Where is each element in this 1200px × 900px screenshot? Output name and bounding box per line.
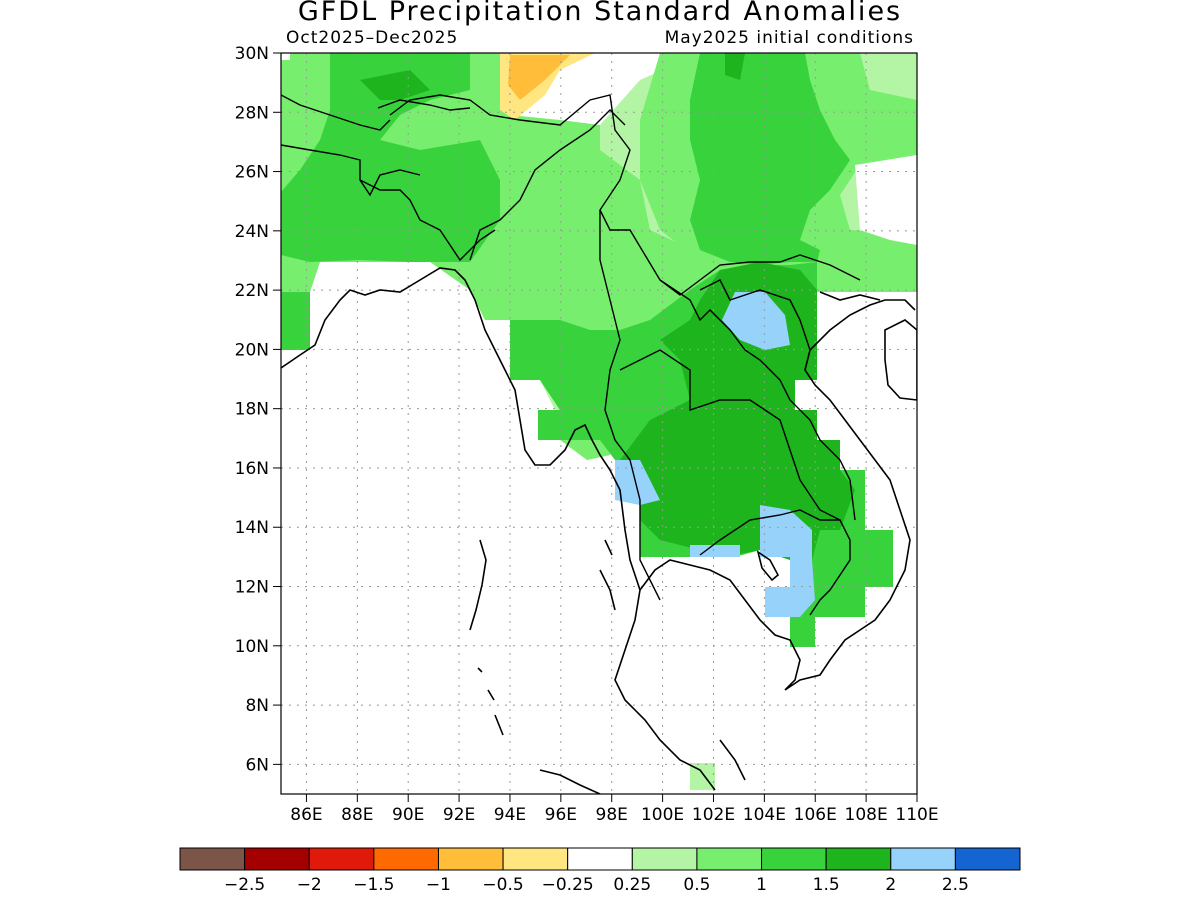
lon-tick-label: 86E	[290, 805, 322, 825]
lat-tick-label: 22N	[235, 281, 269, 301]
colorbar-swatch	[825, 847, 892, 871]
colorbar-label: 2.5	[942, 875, 969, 895]
border-bangladesh	[359, 179, 496, 262]
colorbar-swatch	[890, 847, 956, 871]
initial-conditions: May2025 initial conditions	[664, 28, 914, 48]
colorbar-swatch	[308, 847, 375, 871]
border-thailand-laos	[619, 349, 841, 521]
anomaly-region	[690, 53, 850, 265]
colorbar-label: −1.5	[353, 875, 394, 895]
anomaly-region	[281, 53, 500, 262]
lat-tick-label: 18N	[235, 400, 269, 420]
lake-tonle-sap	[756, 550, 780, 582]
lat-tick-label: 14N	[235, 518, 269, 538]
lat-tick-label: 6N	[245, 755, 269, 775]
colorbar-label: −0.25	[542, 875, 594, 895]
border-nepal	[281, 94, 391, 131]
forecast-period: Oct2025–Dec2025	[286, 28, 459, 48]
colorbar-label: −2	[297, 875, 322, 895]
anomaly-region	[760, 505, 815, 617]
colorbar-swatch	[954, 847, 1021, 871]
lon-tick-label: 92E	[443, 805, 475, 825]
colorbar-label: −2.5	[224, 875, 265, 895]
lon-tick-label: 102E	[692, 805, 735, 825]
colorbar-label: 2	[885, 875, 896, 895]
colorbar-label: 1.5	[813, 875, 840, 895]
anomaly-region	[538, 410, 560, 440]
gridlines	[281, 53, 917, 794]
colorbar-swatch	[696, 847, 763, 871]
colorbar-label: 0.25	[613, 875, 651, 895]
anomaly-region	[508, 55, 570, 100]
colorbar-swatch	[244, 847, 310, 871]
border-cambodia	[699, 509, 851, 616]
border-bhutan	[377, 99, 471, 111]
border-myanmar-thailand	[599, 210, 661, 601]
colorbar-label: 1	[756, 875, 767, 895]
coastline-sumatra	[539, 769, 601, 794]
coastline-islands-myanmar	[599, 539, 616, 611]
colorbar-swatch	[179, 847, 246, 871]
coastline-hainan	[884, 319, 917, 401]
anomaly-shading	[281, 53, 917, 790]
colorbar-label: −0.5	[482, 875, 523, 895]
lon-tick-label: 106E	[794, 805, 837, 825]
anomaly-region	[855, 155, 917, 245]
lon-tick-label: 96E	[545, 805, 577, 825]
anomaly-region	[690, 763, 715, 790]
lon-tick-label: 110E	[895, 805, 938, 825]
lat-tick-label: 28N	[235, 103, 269, 123]
lat-tick-label: 10N	[235, 637, 269, 657]
coastline-andaman-islands	[469, 539, 487, 631]
colorbar: −2.5 −2 −1.5 −1 −0.5 −0.25 0.25 0.5 1 1.5 2 2.5	[179, 847, 1021, 895]
anomaly-region	[281, 292, 310, 350]
coastline-gulf-of-tonkin	[819, 291, 881, 301]
lat-tick-label: 12N	[235, 578, 269, 598]
plot-frame	[280, 52, 918, 795]
lat-tick-label: 30N	[235, 44, 269, 64]
lon-tick-label: 98E	[596, 805, 628, 825]
axes: 30N 28N 26N 24N 22N 20N 18N 16N 14N 12N 10N 8N 6N 86E…	[235, 44, 939, 825]
lat-tick-label: 24N	[235, 222, 269, 242]
anomaly-region	[281, 53, 290, 60]
lat-tick-label: 20N	[235, 340, 269, 360]
anomaly-region	[360, 70, 430, 100]
coastline-india-bay-of-bengal	[281, 267, 716, 791]
colorbar-swatch	[631, 847, 698, 871]
coastlines	[281, 267, 917, 794]
lat-tick-label: 8N	[245, 696, 269, 716]
anomaly-region	[615, 460, 660, 505]
anomaly-region	[722, 292, 790, 350]
colorbar-swatch	[567, 847, 633, 871]
lon-tick-label: 94E	[494, 805, 526, 825]
colorbar-label: 0.5	[683, 875, 710, 895]
lon-tick-label: 88E	[341, 805, 373, 825]
border-vietnam-laos	[699, 279, 811, 351]
lat-tick-label: 16N	[235, 459, 269, 479]
coastline-nicobar	[477, 667, 504, 736]
anomaly-region	[690, 545, 740, 557]
anomaly-region	[725, 53, 745, 80]
border-laos	[659, 279, 856, 521]
map-title: GFDL Precipitation Standard Anomalies	[297, 0, 903, 27]
lon-tick-label: 100E	[641, 805, 684, 825]
colorbar-swatch	[373, 847, 439, 871]
coastline-malay-east	[719, 739, 746, 781]
lon-tick-label: 104E	[743, 805, 786, 825]
colorbar-swatch	[761, 847, 827, 871]
lat-tick-label: 26N	[235, 163, 269, 183]
anomaly-region	[620, 262, 855, 570]
lon-tick-label: 108E	[845, 805, 888, 825]
colorbar-swatch	[502, 847, 569, 871]
colorbar-swatch	[437, 847, 504, 871]
lon-tick-label: 90E	[392, 805, 424, 825]
colorbar-label: −1	[426, 875, 451, 895]
border-india-myanmar	[469, 109, 626, 261]
country-borders	[281, 94, 861, 616]
